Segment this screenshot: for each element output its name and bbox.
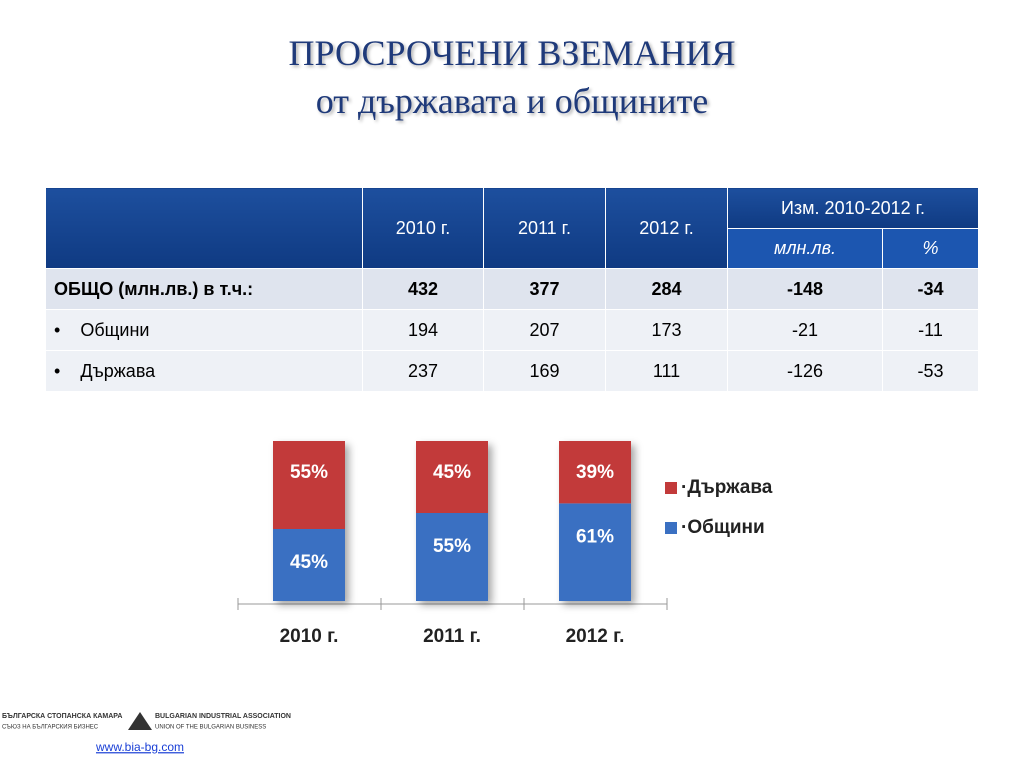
cell: 111	[605, 350, 728, 392]
logo-text: СЪЮЗ НА БЪЛГАРСКИЯ БИЗНЕС	[2, 725, 99, 731]
axis-ticks	[237, 598, 668, 610]
logo: БЪЛГАРСКА СТОПАНСКА КАМАРА СЪЮЗ НА БЪЛГА…	[2, 712, 291, 731]
cell: -126	[727, 350, 883, 392]
logo-text: БЪЛГАРСКА СТОПАНСКА КАМАРА	[2, 713, 122, 720]
cell: -34	[882, 268, 979, 310]
data-label: 45%	[433, 462, 471, 483]
data-label: 55%	[433, 536, 471, 557]
header-cell: Изм. 2010-2012 г.	[727, 187, 979, 229]
x-tick-label: 2011 г.	[423, 626, 481, 647]
legend-swatch	[665, 522, 677, 534]
cell: -53	[882, 350, 979, 392]
table-row: ОБЩО (млн.лв.) в т.ч.: 432 377 284 -148 …	[45, 268, 979, 310]
cell: 284	[605, 268, 728, 310]
url[interactable]: www.bia-bg.com	[95, 740, 184, 754]
x-tick-label: 2010 г.	[280, 626, 339, 647]
x-tick-label: 2012 г.	[566, 626, 625, 647]
header-cell: 2012 г.	[605, 187, 728, 269]
bar-segment	[416, 441, 488, 513]
cell-text: Държава	[80, 360, 156, 381]
table-row: • Общини 194 207 173 -21 -11	[45, 309, 979, 351]
header-cell: 2011 г.	[483, 187, 606, 269]
bar-segment	[416, 513, 488, 601]
bar-segment	[273, 529, 345, 601]
header-cell	[45, 187, 363, 269]
bar-segment	[559, 441, 631, 504]
logo-text: BULGARIAN INDUSTRIAL ASSOCIATION	[155, 713, 291, 720]
data-label: 45%	[290, 552, 328, 573]
cell: 432	[362, 268, 484, 310]
table-row: • Държава 237 169 111 -126 -53	[45, 350, 979, 392]
bar-segment	[559, 503, 631, 601]
cell: 377	[483, 268, 606, 310]
logo-text: UNION OF THE BULGARIAN BUSINESS	[155, 725, 266, 731]
header-cell: 2010 г.	[362, 187, 484, 269]
cell: ОБЩО (млн.лв.) в т.ч.:	[45, 268, 363, 310]
bar-segment	[273, 441, 345, 529]
subheader-cell: млн.лв.	[727, 228, 883, 269]
subheader-cell: %	[882, 228, 979, 269]
cell: 194	[362, 309, 484, 351]
cell: 237	[362, 350, 484, 392]
cell: -11	[882, 309, 979, 351]
table: 2010 г. 2011 г. 2012 г. Изм. 2010-2012 г…	[45, 187, 979, 392]
legend-label: ·Държава	[681, 477, 773, 498]
cell: • Общини	[45, 309, 363, 351]
data-label: 55%	[290, 462, 328, 483]
subtitle: от държавата и общините	[315, 81, 709, 121]
title: ПРОСРОЧЕНИ ВЗЕМАНИЯ	[288, 33, 736, 73]
legend-swatch	[665, 482, 677, 494]
data-label: 61%	[576, 526, 614, 547]
cell: • Държава	[45, 350, 363, 392]
cell: -148	[727, 268, 883, 310]
data-label: 39%	[576, 462, 614, 483]
cell-text: Общини	[80, 319, 150, 340]
legend-label: ·Общини	[681, 517, 765, 538]
